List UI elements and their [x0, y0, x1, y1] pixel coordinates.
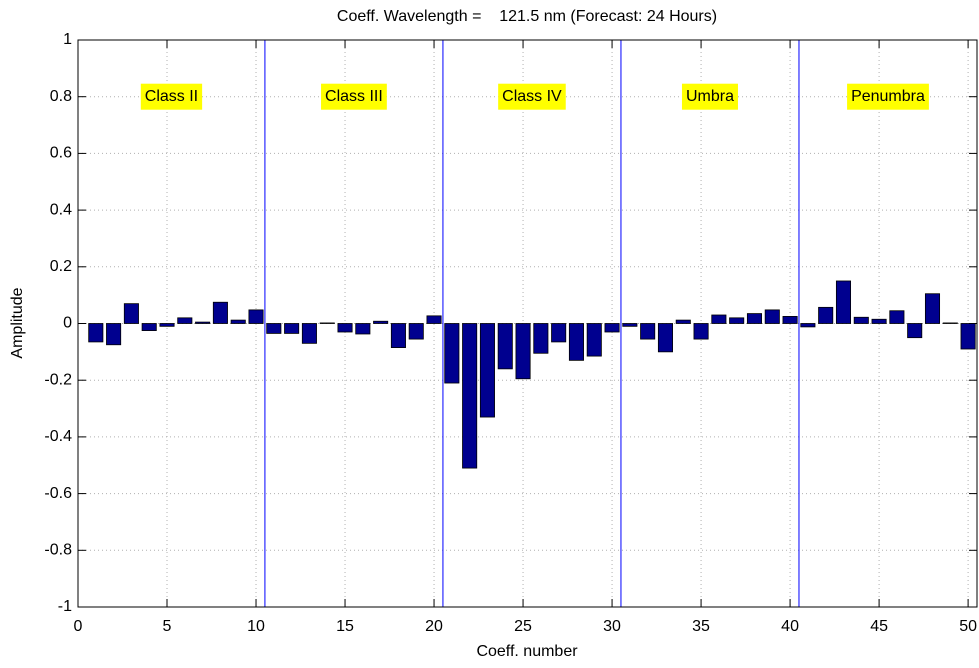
x-tick-label: 15: [336, 618, 354, 635]
region-label-box: [321, 83, 387, 110]
region-label-box: [498, 83, 566, 110]
bar: [835, 280, 852, 324]
x-tick-label: 10: [247, 618, 265, 635]
bar: [390, 323, 406, 348]
bar: [924, 293, 941, 324]
y-tick-label: -0.4: [44, 428, 72, 445]
x-tick-label: 35: [692, 618, 710, 635]
bar: [497, 323, 513, 370]
bar: [88, 323, 104, 343]
bar: [462, 323, 478, 469]
y-tick-label: -0.2: [44, 371, 72, 388]
bar: [907, 323, 923, 339]
x-tick-label: 0: [74, 618, 83, 635]
region-label-box: [140, 83, 203, 110]
region-label: Class II: [145, 88, 198, 105]
x-tick-label: 20: [425, 618, 443, 635]
bar: [640, 323, 656, 340]
bar: [106, 323, 122, 346]
y-tick-label: -0.8: [44, 542, 72, 559]
bar: [657, 323, 673, 353]
region-label: Penumbra: [851, 88, 925, 105]
bar: [782, 316, 798, 324]
bar: [212, 301, 228, 324]
bar: [960, 323, 976, 350]
bar: [889, 310, 905, 324]
bar: [729, 317, 745, 324]
region-label: Umbra: [686, 88, 734, 105]
bar: [266, 323, 282, 334]
y-tick-label: 0.2: [50, 258, 72, 275]
region-label-box: [847, 83, 929, 110]
bar: [622, 323, 638, 327]
bar: [568, 323, 584, 361]
bar: [123, 303, 139, 324]
bar: [515, 323, 531, 380]
region-label-box: [681, 83, 738, 110]
bar: [284, 323, 300, 334]
y-tick-label: 0.6: [50, 145, 72, 162]
bar: [408, 323, 424, 340]
bar: [230, 319, 246, 324]
y-axis-label: Amplitude: [9, 287, 26, 358]
y-tick-label: 0.8: [50, 88, 72, 105]
bar: [818, 306, 834, 324]
chart-title: Coeff. Wavelength = 121.5 nm (Forecast: …: [337, 8, 717, 25]
bar: [800, 323, 816, 328]
bar: [373, 320, 389, 324]
bar: [426, 315, 442, 324]
bar: [479, 323, 495, 418]
x-tick-label: 45: [870, 618, 888, 635]
bar: [444, 323, 460, 384]
bar: [853, 316, 869, 324]
bar: [586, 323, 602, 357]
y-tick-label: -0.6: [44, 485, 72, 502]
bar: [141, 323, 157, 331]
x-tick-label: 5: [163, 618, 172, 635]
bar: [942, 322, 958, 324]
y-tick-label: -1: [58, 598, 72, 615]
x-tick-label: 25: [514, 618, 532, 635]
bar: [355, 323, 371, 335]
bar: [551, 323, 567, 343]
x-tick-label: 40: [781, 618, 799, 635]
bar: [764, 309, 780, 324]
plot-frame: [77, 39, 978, 608]
x-tick-label: 30: [603, 618, 621, 635]
bar: [337, 323, 353, 333]
bar: [711, 314, 727, 324]
bar: [604, 323, 620, 333]
bar: [319, 322, 335, 324]
bar: [693, 323, 709, 340]
bar: [159, 323, 175, 327]
y-tick-label: 0.4: [50, 201, 72, 218]
region-label: Class IV: [502, 88, 562, 105]
bar: [746, 313, 762, 324]
y-tick-label: 0: [63, 315, 72, 332]
x-axis-label: Coeff. number: [476, 643, 578, 660]
bar: [248, 309, 264, 324]
region-label: Class III: [325, 88, 383, 105]
bar: [871, 318, 887, 324]
bar: [195, 321, 211, 324]
bar: [533, 323, 549, 354]
x-tick-label: 50: [959, 618, 977, 635]
bar: [675, 319, 691, 324]
y-tick-label: 1: [63, 31, 72, 48]
bar: [177, 317, 193, 324]
bar: [301, 323, 317, 344]
